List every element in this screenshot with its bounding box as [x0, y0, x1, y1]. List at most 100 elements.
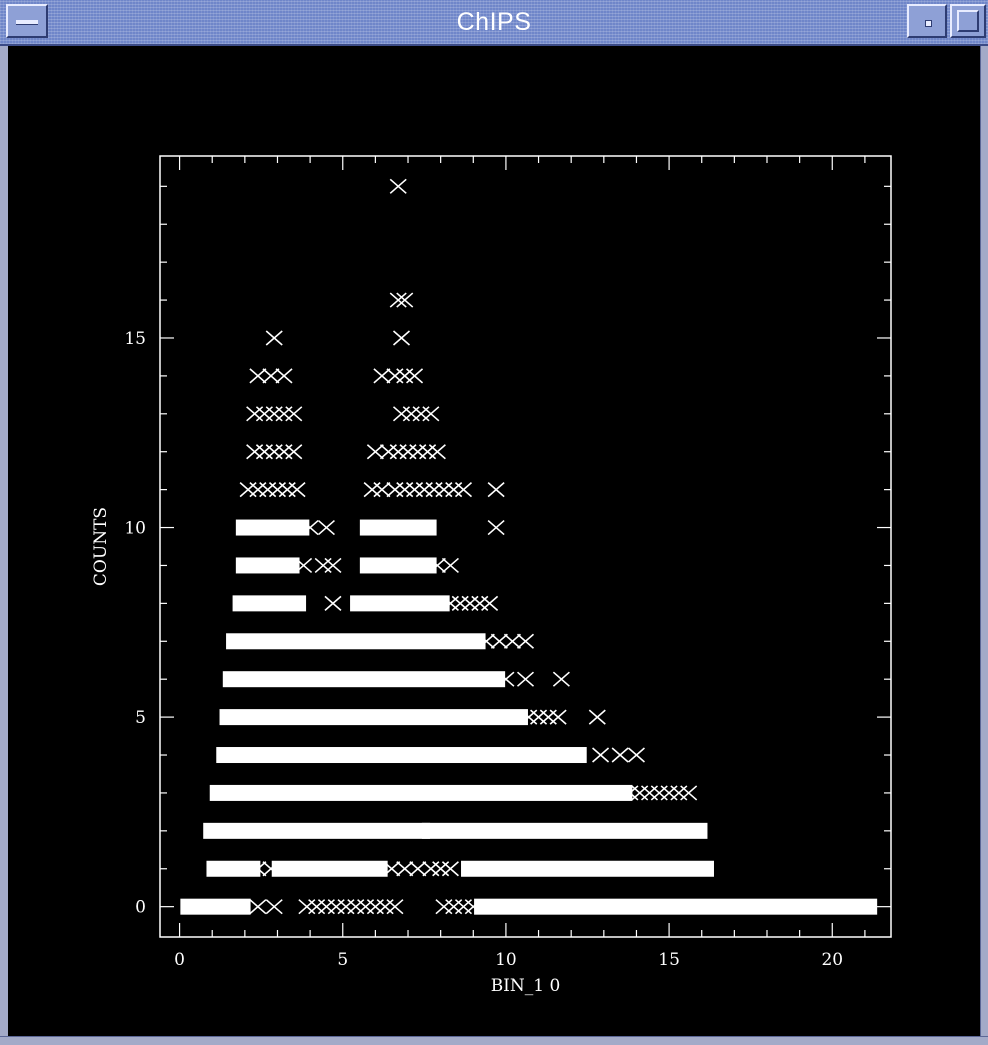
x-marker-stroke	[549, 709, 567, 725]
x-marker	[239, 482, 257, 498]
x-marker	[477, 633, 495, 649]
x-marker	[259, 482, 277, 498]
x-marker	[373, 368, 391, 384]
x-marker-stroke	[516, 633, 535, 649]
x-marker	[640, 785, 659, 801]
x-marker	[631, 785, 649, 801]
x-marker-stroke	[487, 482, 505, 498]
x-marker-stroke	[265, 899, 283, 915]
x-marker	[386, 482, 404, 498]
x-marker	[396, 482, 414, 498]
x-marker	[389, 444, 407, 460]
x-marker-stroke	[324, 595, 342, 611]
x-marker	[246, 444, 264, 460]
dense-marker-band	[226, 633, 486, 650]
x-marker	[464, 899, 482, 915]
x-marker	[314, 557, 332, 574]
x-marker	[265, 406, 283, 422]
x-marker	[680, 785, 698, 801]
x-marker-stroke	[285, 406, 303, 422]
window-menu-icon	[16, 20, 38, 25]
x-marker-stroke	[324, 557, 342, 574]
x-marker	[454, 899, 473, 915]
x-marker	[490, 633, 508, 649]
x-marker	[428, 444, 446, 460]
x-marker	[445, 482, 463, 498]
x-marker	[265, 899, 283, 915]
x-marker	[262, 368, 280, 384]
x-marker	[471, 595, 489, 611]
x-marker	[409, 444, 427, 460]
x-marker	[317, 899, 335, 915]
window-frame-bottom[interactable]	[0, 1036, 988, 1045]
x-marker-stroke	[389, 292, 407, 308]
dense-marker-band	[461, 860, 714, 877]
x-marker	[396, 292, 414, 308]
x-marker	[392, 406, 411, 422]
x-marker-stroke	[386, 899, 404, 915]
x-marker	[383, 861, 401, 877]
x-marker	[539, 709, 557, 725]
x-marker	[592, 747, 610, 763]
x-marker	[249, 861, 267, 877]
x-marker	[451, 595, 469, 611]
x-marker	[396, 368, 414, 384]
dense-marker-band	[235, 557, 300, 574]
x-marker	[265, 444, 283, 460]
x-marker	[406, 482, 424, 498]
x-marker	[373, 482, 391, 498]
x-marker-stroke	[477, 633, 495, 649]
minimize-button[interactable]	[907, 4, 947, 38]
x-marker	[422, 861, 440, 877]
x-marker	[255, 406, 273, 422]
x-marker-stroke	[396, 292, 414, 308]
x-marker-stroke	[428, 444, 446, 460]
x-marker	[454, 482, 473, 498]
dense-marker-band	[359, 519, 437, 536]
x-tick-label: 20	[821, 950, 843, 970]
x-marker-stroke	[383, 861, 401, 877]
x-marker-stroke	[265, 330, 283, 346]
x-marker	[402, 406, 420, 422]
dense-marker-band	[359, 557, 437, 574]
x-marker	[428, 557, 446, 574]
x-marker	[295, 557, 313, 574]
x-marker	[317, 519, 335, 536]
x-marker	[481, 595, 499, 611]
x-axis-label: BIN_1 0	[491, 976, 561, 996]
x-marker	[422, 406, 440, 422]
dense-marker-band	[271, 860, 388, 877]
x-marker	[249, 899, 267, 915]
x-marker	[246, 406, 264, 422]
x-marker-stroke	[497, 671, 515, 687]
x-marker-stroke	[288, 482, 306, 498]
x-marker-stroke	[592, 747, 610, 763]
x-marker	[324, 557, 342, 574]
y-axis-label: COUNTS	[91, 507, 111, 586]
x-marker-stroke	[262, 368, 280, 384]
x-marker	[415, 482, 433, 498]
x-marker-stroke	[301, 519, 319, 536]
x-marker	[549, 709, 567, 725]
x-marker-stroke	[249, 368, 267, 384]
x-tick-label: 15	[658, 950, 680, 970]
title-bar[interactable]: ChIPS	[0, 0, 988, 46]
x-marker-stroke	[481, 595, 499, 611]
x-tick-label: 10	[495, 950, 517, 970]
maximize-button[interactable]	[950, 4, 986, 38]
x-marker	[255, 444, 273, 460]
x-marker	[249, 368, 267, 384]
window-menu-button[interactable]	[6, 4, 48, 38]
x-marker-stroke	[409, 861, 427, 877]
x-marker	[409, 861, 427, 877]
dense-marker-band	[421, 822, 708, 839]
x-marker-stroke	[454, 482, 473, 498]
x-marker-stroke	[389, 178, 407, 194]
x-marker	[396, 861, 414, 877]
x-marker	[357, 899, 375, 915]
x-marker-stroke	[611, 747, 629, 763]
x-marker	[406, 368, 424, 384]
x-marker	[389, 178, 407, 194]
x-marker-stroke	[249, 899, 267, 915]
window-frame-right[interactable]	[980, 46, 988, 1038]
